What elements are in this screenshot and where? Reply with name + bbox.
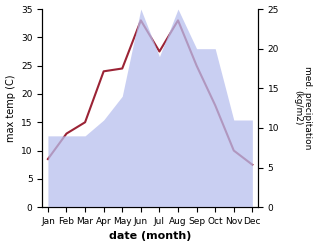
Y-axis label: max temp (C): max temp (C)	[5, 74, 16, 142]
X-axis label: date (month): date (month)	[109, 231, 191, 242]
Y-axis label: med. precipitation
(kg/m2): med. precipitation (kg/m2)	[293, 66, 313, 150]
